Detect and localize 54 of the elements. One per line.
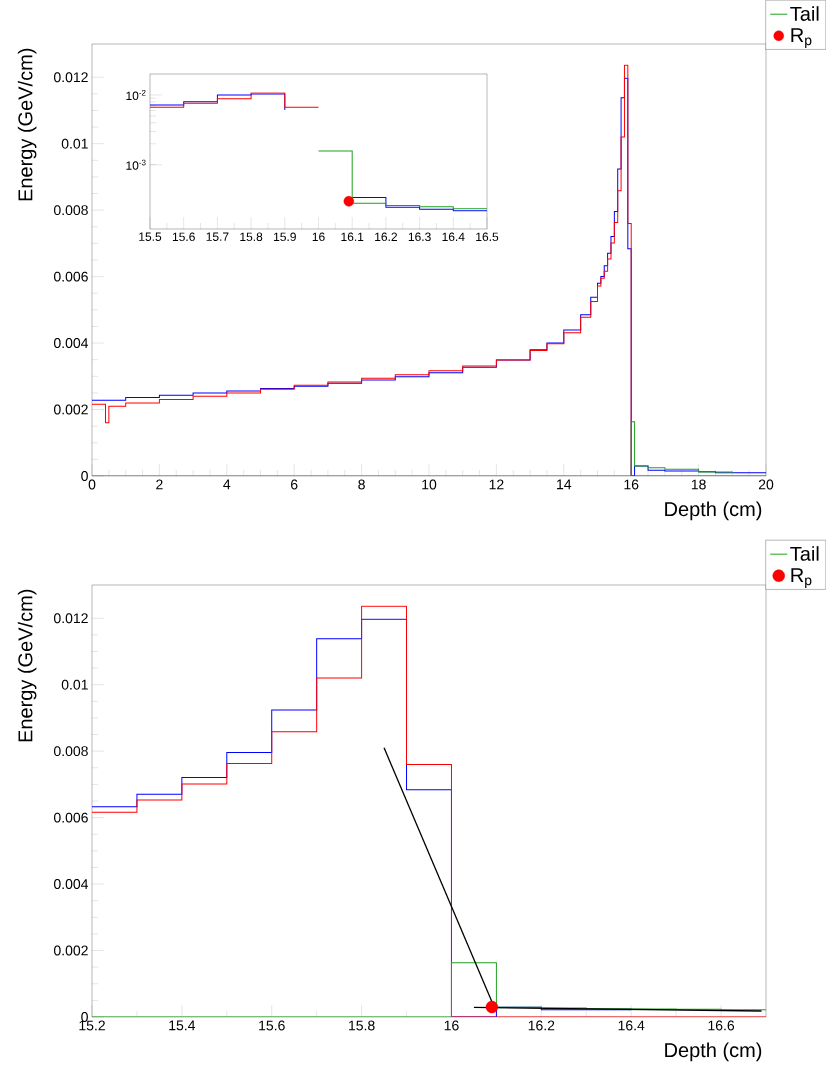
x-tick-label: 6 — [291, 479, 298, 490]
y-axis-title: Energy (GeV/cm) — [17, 48, 37, 201]
x-tick-label: 15.6 — [259, 1020, 285, 1031]
y-tick-label: 0.006 — [53, 812, 88, 823]
x-tick-label: 0 — [88, 479, 96, 490]
x-tick-label: 15.6 — [172, 232, 195, 242]
x-tick-label: 16 — [312, 232, 325, 242]
y-tick-label: 0.004 — [53, 338, 89, 349]
y-tick-label: 0.004 — [53, 879, 89, 890]
x-tick-label: 16.5 — [476, 232, 499, 242]
x-tick-label: 16.2 — [528, 1020, 555, 1031]
x-tick-label: 15.8 — [349, 1020, 375, 1031]
x-tick-label: 15.4 — [169, 1020, 196, 1031]
x-axis-title: Depth (cm) — [665, 501, 762, 521]
y-axis-title: Energy (GeV/cm) — [17, 589, 37, 742]
x-tick-label: 16.4 — [618, 1020, 645, 1031]
x-tick-label: 15.5 — [139, 232, 162, 241]
x-tick-label: 16.6 — [708, 1020, 735, 1031]
legend-label: Tail — [790, 546, 819, 561]
x-tick-label: 18 — [691, 479, 706, 490]
x-tick-label: 14 — [557, 479, 572, 490]
x-tick-label: 16.4 — [442, 232, 465, 242]
legend-label: Tail — [790, 6, 819, 21]
y-tick-label: 0.008 — [53, 746, 88, 757]
x-tick-label: 8 — [358, 479, 365, 490]
y-tick-label: 0.01 — [61, 138, 88, 149]
x-tick-label: 15.8 — [240, 232, 263, 242]
x-tick-label: 12 — [489, 479, 504, 490]
legend-label: R$_{p}$ — [791, 28, 812, 48]
y-tick-label: 0.002 — [53, 404, 88, 415]
x-tick-label: 16.2 — [375, 232, 397, 242]
x-tick-label: 2 — [156, 479, 163, 490]
x-tick-label: 10 — [422, 479, 437, 490]
y-tick-label: 0.006 — [53, 271, 88, 282]
x-tick-label: 20 — [758, 479, 774, 490]
y-tick-label: 0.002 — [53, 945, 88, 956]
y-tick-label: 0 — [81, 1012, 88, 1022]
x-tick-label: 16.1 — [341, 232, 364, 242]
y-tick-label: 0 — [81, 471, 88, 481]
y-tick-label: 10$^{-2}$ — [126, 89, 146, 101]
y-tick-label: 0.008 — [53, 205, 88, 216]
x-tick-label: 15.9 — [274, 232, 296, 242]
x-tick-label: 16 — [624, 479, 639, 490]
y-tick-label: 10$^{-3}$ — [126, 159, 146, 170]
x-tick-label: 16.3 — [408, 232, 431, 242]
y-tick-label: 0.012 — [53, 613, 88, 624]
x-tick-label: 16 — [444, 1020, 459, 1031]
y-tick-label: 0.01 — [61, 679, 88, 690]
legend-label: R$_{p}$ — [791, 568, 812, 588]
x-tick-label: 15.7 — [206, 232, 229, 241]
x-axis-title: Depth (cm) — [665, 1042, 762, 1062]
y-tick-label: 0.012 — [53, 72, 88, 83]
x-tick-label: 15.2 — [79, 1020, 105, 1031]
x-tick-label: 4 — [223, 479, 231, 490]
